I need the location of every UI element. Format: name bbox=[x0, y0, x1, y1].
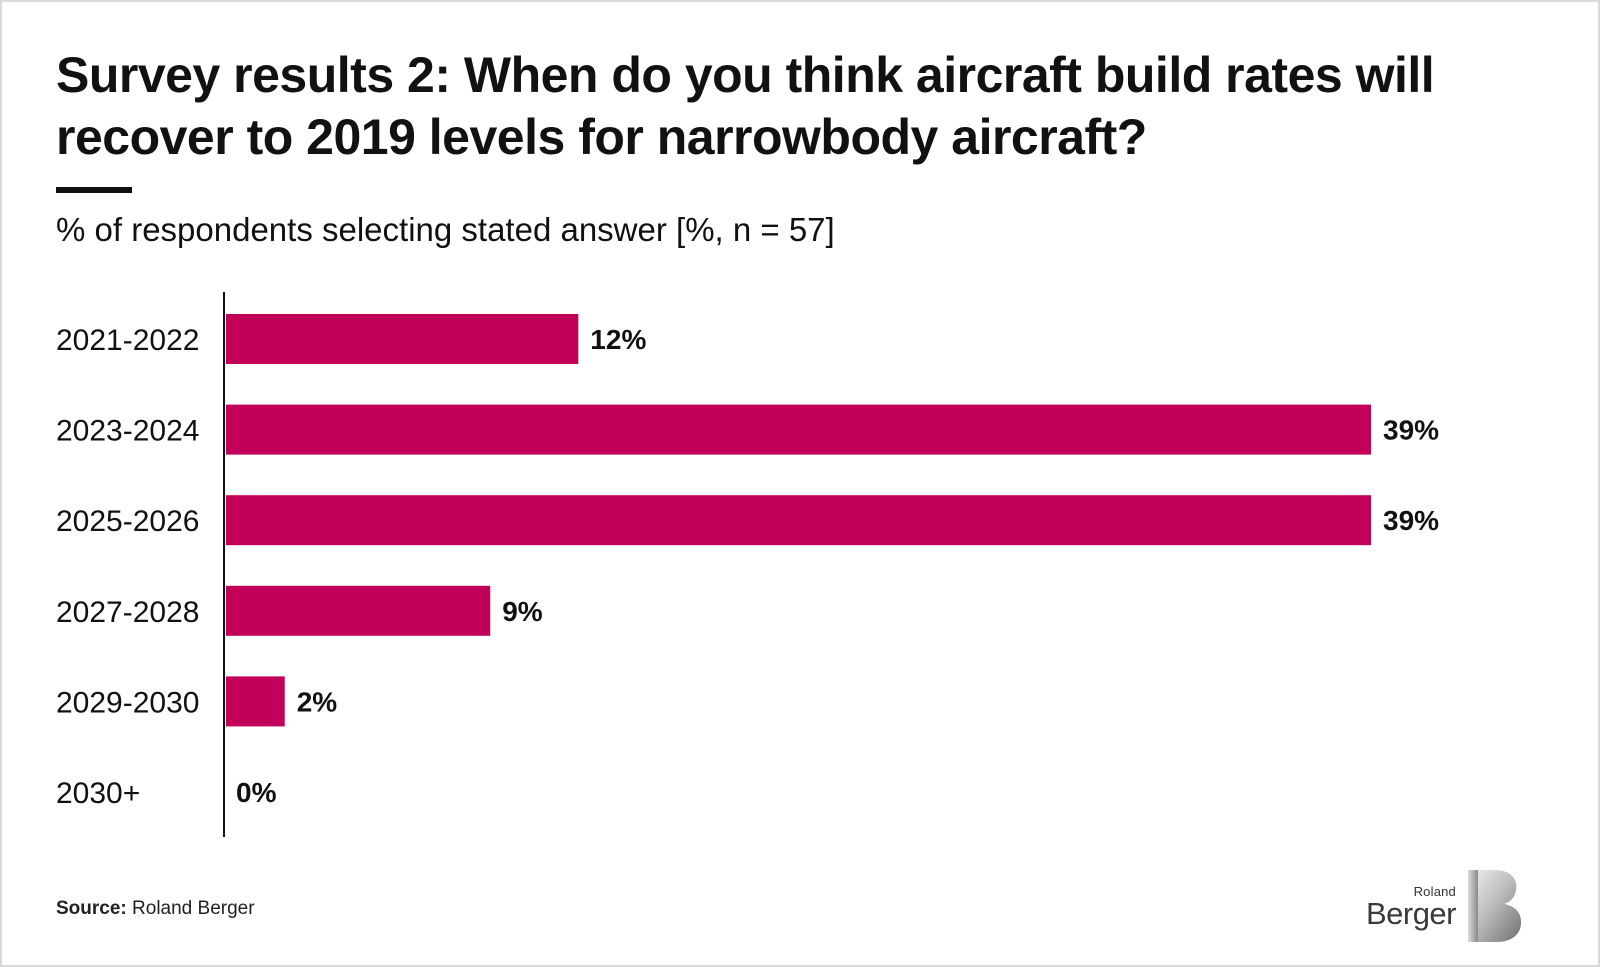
source-note: Source: Roland Berger bbox=[56, 898, 255, 920]
bar bbox=[226, 314, 579, 364]
category-label: 2021-2022 bbox=[56, 324, 199, 357]
chart-title: Survey results 2: When do you think airc… bbox=[56, 47, 1435, 165]
bar-value-label: 39% bbox=[1383, 505, 1439, 536]
category-label: 2027-2028 bbox=[56, 596, 199, 629]
category-label: 2030+ bbox=[56, 777, 140, 810]
bar-value-label: 12% bbox=[590, 324, 646, 355]
roland-berger-b-mark-icon bbox=[1468, 870, 1522, 942]
bar-chart: 2021-2022 12% 2023-2024 39% 2025-2026 39% 2027… bbox=[56, 292, 1439, 837]
source-text: Roland Berger bbox=[132, 898, 255, 919]
source-label: Source: bbox=[56, 898, 127, 919]
bar-value-label: 2% bbox=[297, 686, 338, 717]
bar bbox=[226, 495, 1371, 546]
bar bbox=[226, 676, 285, 727]
bar-value-label: 0% bbox=[236, 777, 277, 808]
category-label: 2029-2030 bbox=[56, 686, 199, 719]
chart-subtitle: % of respondents selecting stated answer… bbox=[56, 211, 835, 248]
bar bbox=[226, 404, 1371, 455]
logo-berger-text: Berger bbox=[1365, 896, 1457, 931]
category-label: 2023-2024 bbox=[56, 415, 199, 448]
bar bbox=[226, 585, 491, 636]
roland-berger-logo: Roland Berger bbox=[1366, 868, 1552, 944]
title-underline bbox=[56, 187, 132, 193]
logo-roland-text: Roland bbox=[1413, 884, 1456, 899]
bar-value-label: 9% bbox=[502, 596, 543, 627]
bar-value-label: 39% bbox=[1383, 415, 1439, 446]
category-label: 2025-2026 bbox=[56, 505, 199, 538]
